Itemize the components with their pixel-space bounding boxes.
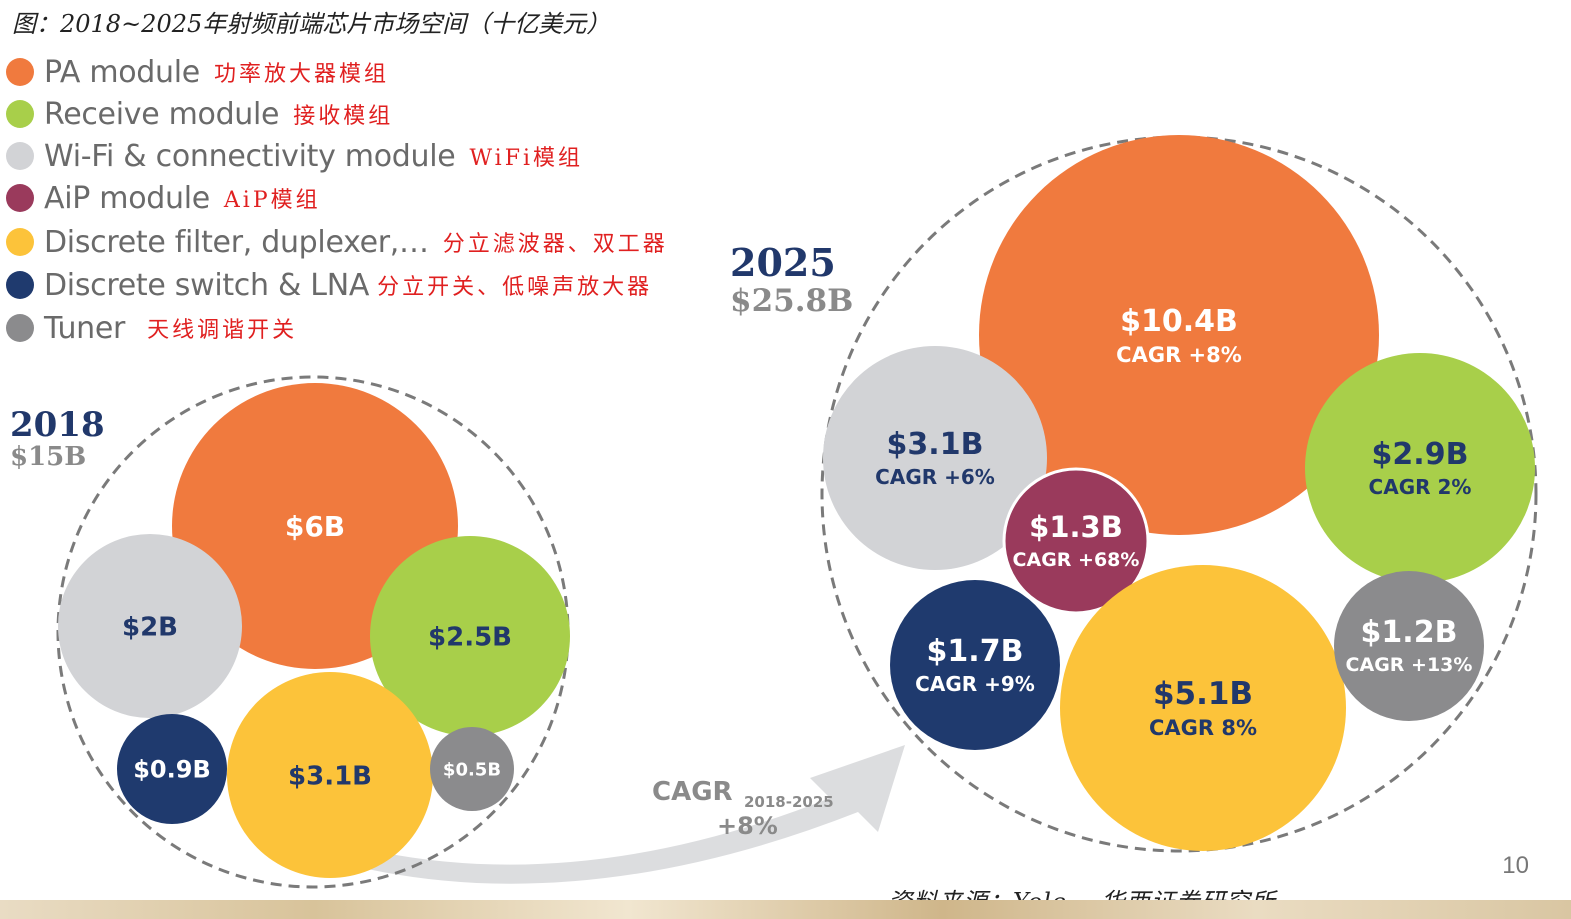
bubble-2025-pa-module — [979, 135, 1379, 535]
legend-label-cn: AiP模组 — [223, 188, 321, 213]
legend-item-receive-module: Receive module 接收模组 — [6, 94, 393, 134]
legend-label: Receive module — [44, 96, 280, 132]
legend-swatch — [6, 184, 34, 212]
bubble-2025-discrete-switch-lna — [890, 580, 1060, 750]
overall-cagr-value: +8% — [717, 812, 778, 840]
year-2025-header: 2025 $25.8B — [730, 244, 853, 317]
bubble-cagr-2025-discrete-filter-duplexer: CAGR 8% — [1149, 716, 1257, 740]
legend-swatch — [6, 142, 34, 170]
legend-label: PA module — [44, 54, 200, 90]
legend-label-cn: 分立滤波器、双工器 — [442, 232, 668, 257]
bubble-label-2018-receive-module: $2.5B — [428, 622, 512, 652]
bubble-label-2025-aip-module: $1.3B — [1029, 510, 1123, 544]
bubble-2018-wi-fi-connectivity-module — [58, 534, 242, 718]
bubble-cagr-2025-pa-module: CAGR +8% — [1116, 343, 1242, 367]
legend-item-discrete-filter: Discrete filter, duplexer,… 分立滤波器、双工器 — [6, 222, 668, 262]
bubble-2025-aip-module — [1002, 467, 1150, 615]
bubble-2018-discrete-filter-duplexer — [227, 672, 433, 878]
bubble-2025-tuner — [1334, 571, 1484, 721]
bubble-cagr-2025-tuner: CAGR +13% — [1346, 654, 1473, 676]
legend-swatch — [6, 228, 34, 256]
overall-cagr-period: 2018-2025 — [744, 793, 834, 811]
year-2018-header: 2018 $15B — [10, 408, 105, 470]
bubble-label-2025-receive-module: $2.9B — [1372, 437, 1469, 472]
bubble-label-2018-discrete-filter-duplexer: $3.1B — [288, 761, 372, 791]
bubble-2018-receive-module — [370, 536, 570, 736]
legend-swatch — [6, 58, 34, 86]
bubble-cagr-2025-receive-module: CAGR 2% — [1369, 475, 1472, 499]
bubble-label-2018-tuner: $0.5B — [443, 759, 501, 780]
bubble-label-2025-wi-fi-connectivity-module: $3.1B — [887, 427, 984, 462]
bubble-label-2018-discrete-switch-lna: $0.9B — [133, 756, 211, 784]
bubble-cagr-2025-discrete-switch-lna: CAGR +9% — [915, 672, 1035, 696]
legend-swatch — [6, 100, 34, 128]
legend-item-pa-module: PA module 功率放大器模组 — [6, 52, 389, 92]
bubble-label-2025-discrete-switch-lna: $1.7B — [927, 634, 1024, 669]
page-number: 10 — [1502, 852, 1529, 879]
overall-cagr-label: CAGR — [652, 777, 733, 807]
bubble-2025-receive-module — [1305, 353, 1535, 583]
bubble-2025-discrete-filter-duplexer — [1060, 565, 1346, 851]
bubble-label-2025-tuner: $1.2B — [1361, 615, 1458, 650]
legend-label: AiP module — [44, 180, 210, 216]
bubble-2025-wi-fi-connectivity-module — [823, 346, 1047, 570]
legend-item-discrete-switch: Discrete switch & LNA 分立开关、低噪声放大器 — [6, 265, 652, 305]
bubble-2018-tuner — [430, 727, 514, 811]
bubble-label-2018-wi-fi-connectivity-module: $2B — [122, 612, 178, 642]
legend-label-cn: 功率放大器模组 — [213, 62, 389, 87]
legend-label-cn: 天线调谐开关 — [147, 318, 298, 343]
legend-label-cn: 分立开关、低噪声放大器 — [377, 275, 653, 300]
legend-label: Discrete filter, duplexer,… — [44, 224, 429, 260]
legend-label: Discrete switch & LNA — [44, 267, 370, 303]
bubble-label-2025-pa-module: $10.4B — [1120, 304, 1238, 339]
legend-swatch — [6, 314, 34, 342]
legend-item-wifi-module: Wi-Fi & connectivity module WiFi模组 — [6, 136, 583, 176]
decorative-band — [0, 900, 1571, 919]
growth-arrow — [330, 745, 905, 884]
legend-label-cn: 接收模组 — [293, 104, 394, 129]
bubble-label-2025-discrete-filter-duplexer: $5.1B — [1153, 676, 1253, 712]
year-2025-title: 2025 — [730, 240, 836, 285]
legend-swatch — [6, 271, 34, 299]
bubble-cagr-2025-wi-fi-connectivity-module: CAGR +6% — [875, 465, 995, 489]
year-2025-total: $25.8B — [730, 283, 854, 319]
figure-caption: 图：2018~2025年射频前端芯片市场空间（十亿美元） — [12, 10, 611, 38]
legend-label: Tuner — [44, 310, 126, 346]
legend-item-aip-module: AiP module AiP模组 — [6, 178, 321, 218]
bubble-label-2018-pa-module: $6B — [285, 510, 345, 543]
legend-item-tuner: Tuner 天线调谐开关 — [6, 308, 297, 348]
year-2018-title: 2018 — [10, 405, 105, 445]
bubble-cagr-2025-aip-module: CAGR +68% — [1013, 549, 1140, 571]
bubble-2018-discrete-switch-lna — [117, 714, 227, 824]
year-2018-total: $15B — [10, 442, 87, 472]
legend-label: Wi-Fi & connectivity module — [44, 138, 456, 174]
legend-label-cn: WiFi模组 — [469, 146, 584, 171]
